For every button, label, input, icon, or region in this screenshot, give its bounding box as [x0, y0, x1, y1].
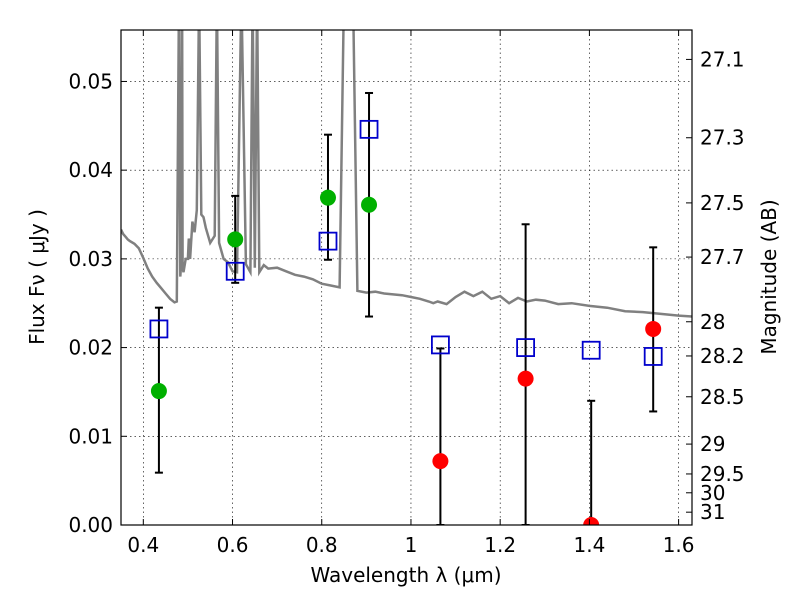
detection-point — [319, 189, 336, 206]
right-tick-label: 29 — [700, 432, 725, 456]
model-photometry-square — [149, 319, 169, 339]
right-tick-label: 27.3 — [700, 126, 745, 150]
y-tick-label: 0.00 — [68, 513, 113, 537]
y-tick-label: 0.04 — [68, 158, 113, 182]
plot-area — [121, 30, 692, 525]
x-tick-label: 1.2 — [484, 533, 516, 557]
nondetection-point — [517, 370, 534, 387]
right-tick-label: 29.5 — [700, 462, 745, 486]
y-tick-label: 0.02 — [68, 336, 113, 360]
right-tick-label: 31 — [700, 500, 725, 524]
nondetection-point — [583, 517, 600, 525]
right-tick-label: 28.2 — [700, 344, 745, 368]
model-photometry-square — [225, 261, 245, 281]
x-axis-ticks: 0.4 0.6 0.8 1 1.2 1.4 1.6 — [127, 30, 695, 557]
y-axis-label: Flux Fν ( μJy ) — [25, 209, 49, 345]
right-tick-label: 28.5 — [700, 385, 745, 409]
detection-point — [227, 231, 244, 248]
model-photometry-square — [516, 338, 536, 357]
model-photometry-square — [431, 335, 450, 355]
axes-frame — [120, 29, 693, 526]
grid-lines — [121, 30, 692, 526]
x-tick-label: 1.4 — [573, 533, 605, 557]
x-axis-label: Wavelength λ (μm) — [310, 563, 501, 587]
right-tick-label: 27.1 — [700, 47, 745, 71]
observed-photometry-markers — [150, 189, 662, 525]
x-tick-label: 1 — [405, 533, 418, 557]
model-photometry-markers — [149, 119, 663, 366]
model-photometry-square — [581, 340, 601, 360]
x-tick-label: 0.8 — [306, 533, 338, 557]
errorbars — [154, 91, 658, 525]
x-tick-label: 0.6 — [217, 533, 249, 557]
x-tick-label: 1.6 — [663, 533, 695, 557]
right-axis-label: Magnitude (AB) — [757, 199, 781, 354]
right-tick-label: 28 — [700, 310, 725, 334]
y-tick-label: 0.01 — [68, 424, 113, 448]
nondetection-point — [432, 453, 449, 470]
y-tick-label: 0.03 — [68, 247, 113, 271]
right-tick-label: 27.5 — [700, 191, 745, 215]
model-photometry-square — [643, 347, 663, 366]
model-photometry-square — [318, 231, 338, 251]
y-tick-label: 0.05 — [68, 69, 113, 93]
model-photometry-square — [359, 119, 379, 139]
nondetection-point — [645, 320, 662, 337]
y-axis-ticks: 0.00 0.01 0.02 0.03 0.04 0.05 — [68, 69, 127, 537]
detection-point — [361, 196, 378, 213]
right-tick-label: 27.7 — [700, 245, 745, 269]
x-tick-label: 0.4 — [127, 533, 159, 557]
model-spectrum-line — [121, 30, 692, 318]
detection-point — [150, 383, 167, 400]
right-tick-label: 30 — [700, 481, 725, 505]
